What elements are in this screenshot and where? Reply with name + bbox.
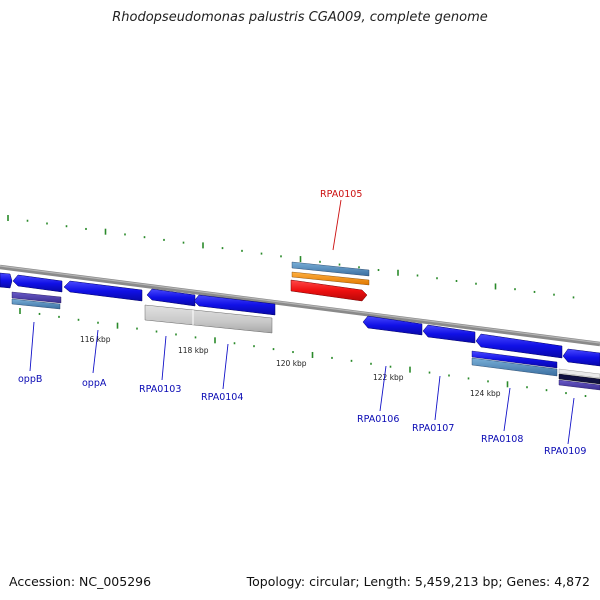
- annotation-bar: [291, 271, 370, 286]
- gene-arrow[interactable]: [0, 272, 13, 289]
- gene-label-RPA0108[interactable]: RPA0108: [481, 434, 523, 445]
- genome-summary-text: Topology: circular; Length: 5,459,213 bp…: [246, 574, 590, 589]
- annotation-bar: [11, 291, 62, 304]
- gene-label-RPA0107[interactable]: RPA0107: [412, 423, 454, 434]
- upper-ruler: [7, 215, 575, 299]
- gene-arrow[interactable]: [63, 280, 143, 302]
- gene-label-RPA0106[interactable]: RPA0106: [357, 414, 399, 425]
- leader-line: [332, 199, 342, 251]
- gene-label-oppA[interactable]: oppA: [82, 378, 107, 389]
- leader-line: [92, 329, 99, 374]
- tick-label: 118 kbp: [178, 346, 209, 355]
- gene-leader-lines: [29, 199, 575, 445]
- gene-label-RPA0109[interactable]: RPA0109: [544, 446, 586, 457]
- gene-label-oppB[interactable]: oppB: [18, 374, 42, 385]
- leader-line: [161, 335, 167, 381]
- gene-features: [0, 261, 600, 391]
- annotation-bar: [471, 357, 558, 377]
- highlighted-gene-arrow[interactable]: [290, 279, 368, 302]
- gene-arrow[interactable]: [12, 274, 63, 293]
- tick-label: 120 kbp: [276, 359, 307, 368]
- gene-arrow[interactable]: [146, 288, 196, 307]
- annotation-bar: [558, 379, 600, 391]
- gene-labels: oppB oppA RPA0103 RPA0104 RPA0105 RPA010…: [18, 189, 586, 457]
- annotation-bar: [11, 298, 61, 310]
- gene-arrow[interactable]: [475, 333, 563, 359]
- leader-line: [222, 343, 229, 390]
- annotation-bar: [291, 261, 370, 277]
- leader-line: [503, 387, 511, 432]
- pseudogene-bar: [144, 304, 273, 334]
- tick-label: 116 kbp: [80, 335, 111, 344]
- gene-arrow[interactable]: [422, 324, 476, 344]
- gene-arrow[interactable]: [362, 315, 423, 336]
- leader-line: [567, 397, 575, 445]
- leader-line: [379, 365, 387, 412]
- gene-label-RPA0103[interactable]: RPA0103: [139, 384, 181, 395]
- gene-arrow[interactable]: [562, 348, 600, 367]
- leader-line: [434, 375, 441, 421]
- gene-label-RPA0104[interactable]: RPA0104: [201, 392, 243, 403]
- leader-line: [29, 321, 35, 372]
- genome-title: Rhodopseudomonas palustris CGA009, compl…: [112, 10, 488, 25]
- annotation-bar: [471, 350, 558, 369]
- genome-backbone-highlight: [0, 265, 600, 344]
- tick-label: 124 kbp: [470, 389, 501, 398]
- genome-backbone: [0, 264, 600, 347]
- lower-ruler: [19, 308, 587, 398]
- tick-labels: 116 kbp 118 kbp 120 kbp 122 kbp 124 kbp: [80, 335, 501, 398]
- annotation-bar: [558, 373, 600, 385]
- gene-label-RPA0105[interactable]: RPA0105: [320, 189, 362, 200]
- accession-text: Accession: NC_005296: [9, 574, 152, 589]
- gene-arrow[interactable]: [193, 294, 276, 316]
- annotation-bar: [558, 368, 600, 379]
- tick-label: 122 kbp: [373, 373, 404, 382]
